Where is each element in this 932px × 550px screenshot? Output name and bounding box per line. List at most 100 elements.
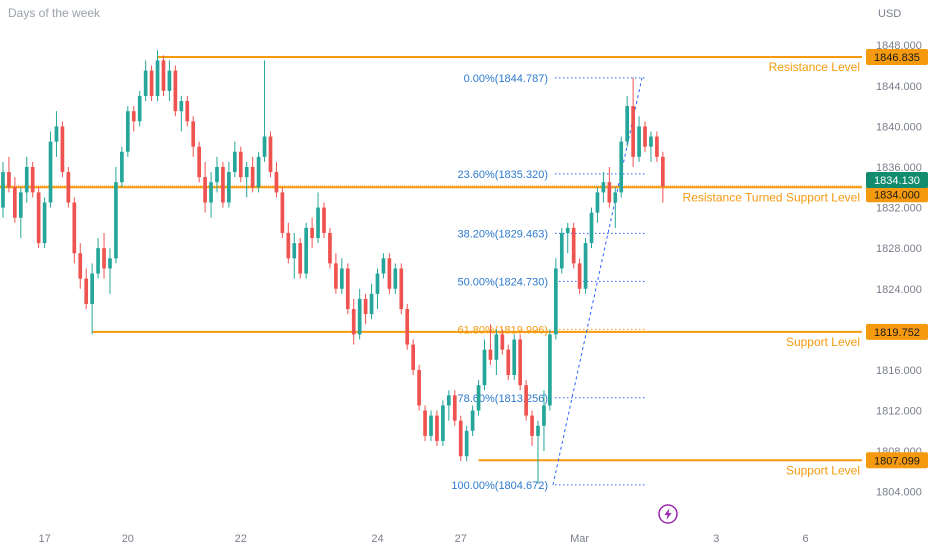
- fib-price-open: (: [495, 73, 499, 85]
- candle-body: [643, 126, 647, 147]
- level-label: Resistance Level: [769, 60, 860, 74]
- candle-body: [655, 136, 659, 157]
- candle-body: [120, 151, 124, 183]
- fib-ratio: 61.80%: [457, 324, 495, 336]
- candle-body: [613, 192, 618, 203]
- candle-body: [197, 146, 201, 178]
- candle-body: [452, 395, 457, 421]
- candle-body: [464, 430, 469, 457]
- y-tick-label: 1804.000: [876, 487, 922, 499]
- x-tick-label: 27: [455, 533, 467, 545]
- candle-body: [298, 243, 303, 274]
- candle-body: [571, 227, 576, 264]
- price-tag: 1846.835: [874, 52, 920, 64]
- candle-body: [441, 405, 445, 441]
- candle-body: [548, 334, 552, 406]
- candle-body: [185, 101, 190, 122]
- fib-ratio: 0.00%: [464, 73, 495, 85]
- candle-body: [328, 232, 332, 264]
- candle-body: [155, 60, 160, 96]
- fib-price-close: ): [544, 393, 548, 405]
- candle-body: [221, 166, 225, 203]
- candle-body: [458, 420, 463, 457]
- current-price-tag: 1834.130: [874, 175, 920, 187]
- candle-body: [215, 166, 219, 183]
- candle-body: [345, 268, 350, 310]
- candle-body: [108, 258, 112, 269]
- candle-body: [304, 227, 309, 274]
- candle-body: [84, 278, 89, 304]
- candle-body: [114, 182, 118, 259]
- y-tick-label: 1840.000: [876, 121, 922, 133]
- candle-body: [36, 192, 41, 244]
- candlestick-series: [1, 50, 665, 484]
- fib-price-close: ): [544, 276, 548, 288]
- level-label: Support Level: [786, 463, 860, 477]
- candle-body: [339, 268, 344, 289]
- fib-price: 1804.672: [498, 480, 544, 492]
- price-tag: 1834.000: [874, 189, 920, 201]
- candle-body: [375, 273, 380, 294]
- candle-body: [191, 121, 196, 147]
- candle-body: [256, 156, 261, 188]
- candle-body: [482, 349, 487, 386]
- candle-body: [244, 166, 249, 178]
- candle-body: [72, 202, 77, 254]
- candle-body: [494, 334, 499, 360]
- candle-body: [131, 111, 136, 122]
- x-tick-label: 3: [713, 533, 719, 545]
- candle-body: [559, 232, 564, 269]
- price-tag-bg: [866, 49, 928, 66]
- candle-body: [488, 349, 493, 360]
- candle-body: [625, 106, 630, 142]
- horizontal-levels: [0, 56, 862, 462]
- price-tag: 1807.099: [874, 455, 920, 467]
- fib-level-label: 50.00%(1824.730): [457, 276, 548, 288]
- candle-body: [524, 385, 528, 416]
- candle-body: [369, 293, 374, 315]
- candle-body: [167, 70, 172, 91]
- candle-body: [203, 177, 207, 203]
- candle-body: [553, 268, 558, 335]
- candle-body: [577, 263, 582, 289]
- fib-price: 1835.320: [498, 169, 544, 181]
- candle-body: [595, 192, 600, 213]
- candle-body: [583, 243, 588, 289]
- candle-body: [66, 172, 71, 203]
- candle-body: [351, 309, 356, 335]
- candle-body: [399, 268, 404, 310]
- time-axis[interactable]: 17 20 22 24 27 Mar 3 6: [38, 533, 808, 545]
- candle-body: [506, 349, 511, 376]
- candle-body: [232, 151, 237, 173]
- currency-label: USD: [878, 8, 901, 20]
- fib-price-close: ): [544, 228, 548, 240]
- y-tick-label: 1836.000: [876, 162, 922, 174]
- candle-body: [78, 253, 83, 279]
- candle-body: [423, 410, 427, 436]
- lightning-icon[interactable]: [658, 504, 678, 524]
- candle-body: [316, 207, 320, 239]
- x-tick-label: 20: [122, 533, 134, 545]
- fib-price-close: ): [544, 73, 548, 85]
- candle-body: [607, 182, 612, 203]
- x-tick-label: 22: [235, 533, 247, 545]
- level-label: Support Level: [786, 335, 860, 349]
- candle-body: [417, 369, 421, 406]
- candle-body: [435, 415, 439, 441]
- fib-price: 1844.787: [498, 73, 544, 85]
- candle-body: [227, 172, 231, 203]
- candle-body: [280, 192, 285, 233]
- chart-title: Days of the week: [8, 6, 101, 20]
- fib-price: 1819.996: [498, 324, 544, 336]
- fib-ratio: 50.00%: [457, 276, 495, 288]
- candle-body: [637, 126, 641, 157]
- candle-body: [631, 106, 635, 157]
- price-axis[interactable]: 1804.0001808.0001812.0001816.0001820.000…: [866, 40, 928, 499]
- candle-body: [322, 207, 326, 233]
- fib-price-close: ): [544, 480, 548, 492]
- candle-body: [334, 263, 338, 289]
- fib-price-open: (: [495, 169, 499, 181]
- fib-price-close: ): [544, 169, 548, 181]
- candle-body: [363, 298, 368, 315]
